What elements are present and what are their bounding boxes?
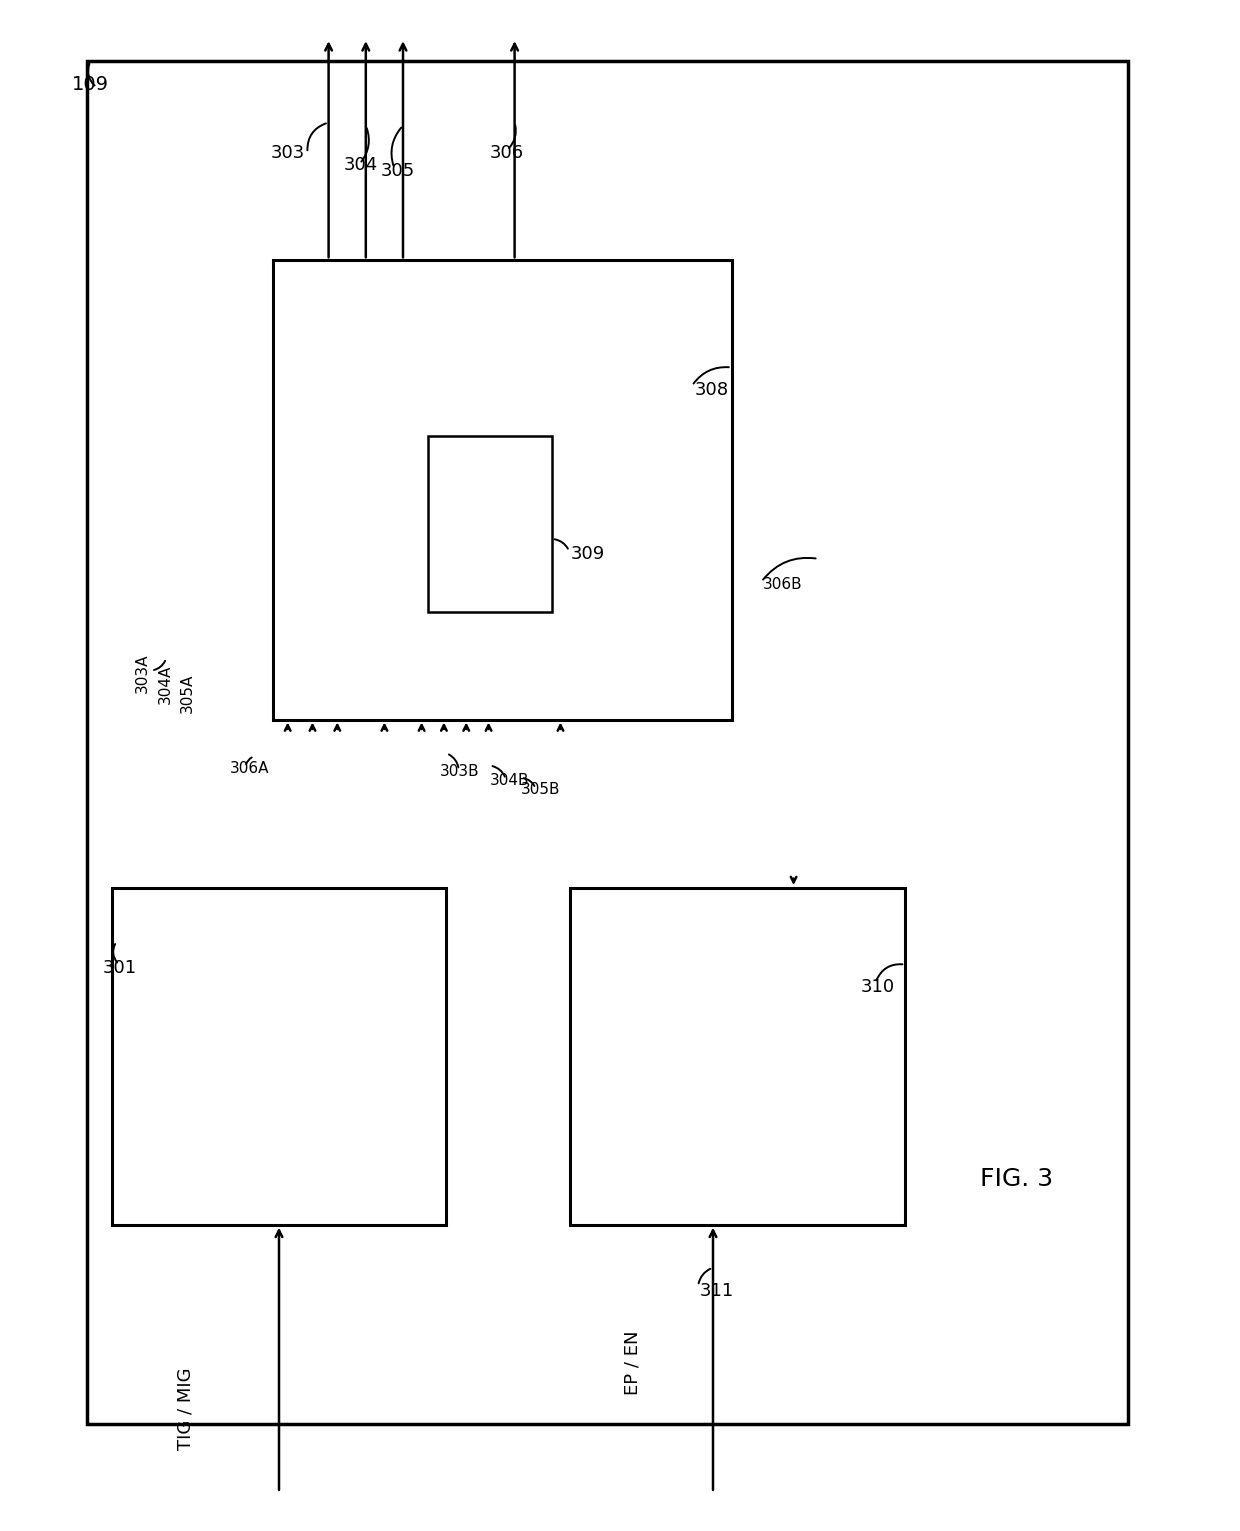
Text: EP / EN: EP / EN <box>624 1330 641 1395</box>
Text: TIG / MIG: TIG / MIG <box>177 1367 195 1450</box>
Text: 304A: 304A <box>157 664 172 704</box>
Text: 305B: 305B <box>521 782 560 798</box>
Text: 304B: 304B <box>490 773 529 788</box>
Text: 306A: 306A <box>229 761 269 776</box>
Text: 306B: 306B <box>763 577 802 592</box>
Text: 305A: 305A <box>180 674 195 713</box>
Bar <box>87 61 1128 1424</box>
Text: 310: 310 <box>861 978 895 997</box>
Text: 303B: 303B <box>440 764 480 779</box>
Bar <box>273 260 732 720</box>
Text: 301: 301 <box>103 958 138 977</box>
Text: 306: 306 <box>490 144 525 162</box>
Text: 305: 305 <box>381 162 415 181</box>
Text: 308: 308 <box>694 381 729 400</box>
Bar <box>112 888 446 1225</box>
Text: 309: 309 <box>570 545 605 563</box>
Text: 303: 303 <box>270 144 305 162</box>
Text: 304: 304 <box>343 156 378 175</box>
Text: 303A: 303A <box>135 654 150 694</box>
Bar <box>570 888 905 1225</box>
Text: 109: 109 <box>72 75 109 93</box>
Bar <box>428 436 552 612</box>
Text: FIG. 3: FIG. 3 <box>981 1167 1053 1191</box>
Text: 311: 311 <box>699 1281 734 1300</box>
